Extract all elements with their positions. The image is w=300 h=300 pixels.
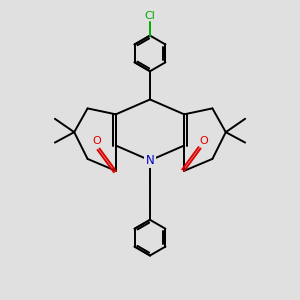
Text: Cl: Cl [145, 11, 155, 21]
Text: O: O [199, 136, 208, 146]
Text: O: O [92, 136, 101, 146]
Text: N: N [146, 154, 154, 167]
